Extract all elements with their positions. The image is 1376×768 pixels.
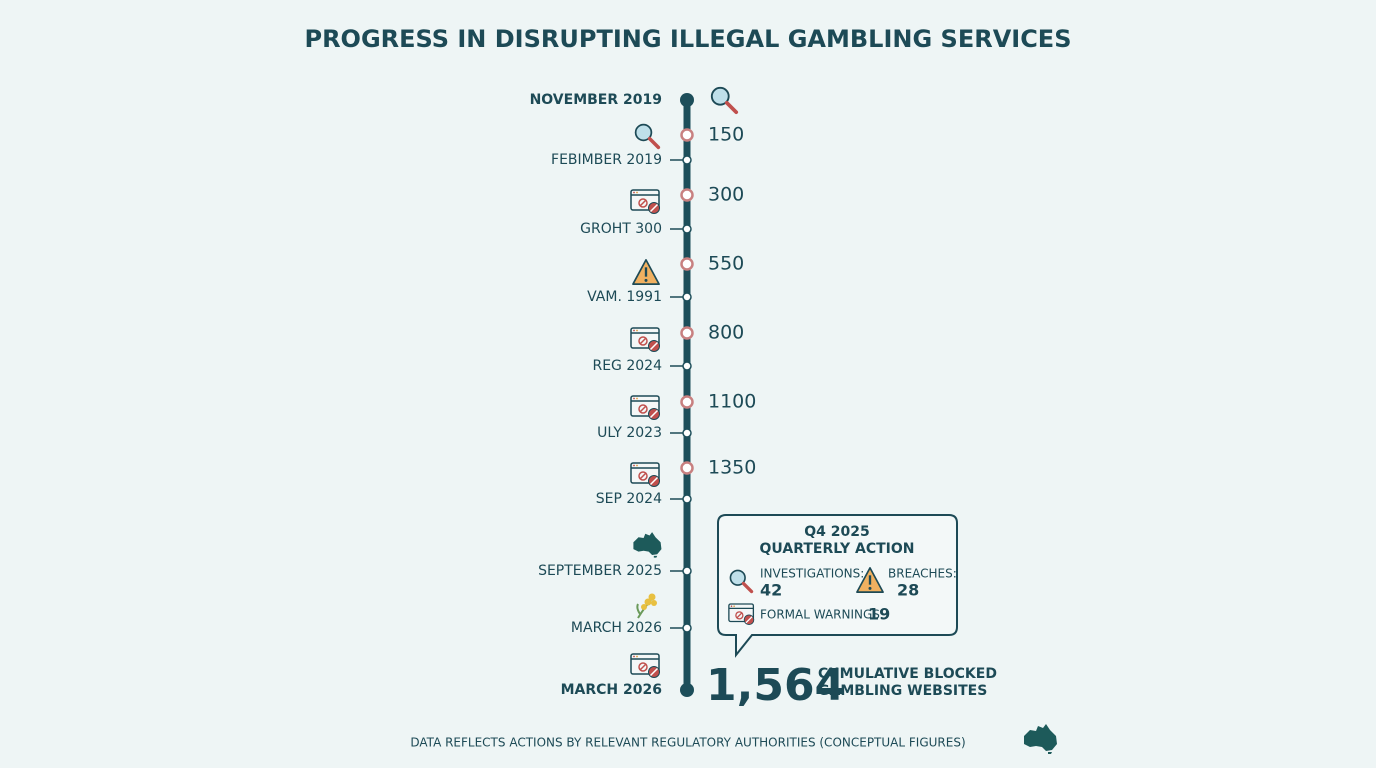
title: PROGRESS IN DISRUPTING ILLEGAL GAMBLING … [304,25,1071,53]
node [682,361,692,371]
item-value: 28 [897,581,919,600]
milestone-node [680,257,694,271]
australia-icon [1024,724,1057,754]
date-label: SEP 2024 [596,491,662,507]
milestone-value: 800 [708,322,744,344]
callout-period: Q4 2025 [804,524,869,540]
blocked-site-icon [630,462,661,488]
date-label: SEPTEMBER 2025 [538,563,662,579]
milestone-value: 300 [708,184,744,206]
callout: Q4 2025 QUARTERLY ACTION INVESTIGATIONS:… [717,514,958,658]
search-icon [633,122,661,150]
date-label: MARCH 2026 [561,682,662,698]
blocked-site-icon [630,395,661,421]
blocked-site-icon [728,603,755,626]
timeline: NOVEMBER 2019 FEBIMBER 2019 GROHT 300 VAM. … [530,92,757,698]
date-label: ULY 2023 [597,425,662,441]
date-label: GROHT 300 [580,221,662,237]
warning-icon [631,258,661,286]
milestone-node [680,461,694,475]
blocked-site-icon [630,327,661,353]
item-value: 42 [760,581,782,600]
item-value: 19 [868,605,890,624]
node [682,428,692,438]
date-label: VAM. 1991 [587,289,662,305]
item-label: BREACHES: [888,567,957,581]
milestone-value: 150 [708,124,744,146]
end-node [680,683,694,697]
milestone-node [680,188,694,202]
total-value: 1,564 [706,660,845,711]
date-label: MARCH 2026 [571,620,662,636]
date-label: REG 2024 [592,358,662,374]
item-label: INVESTIGATIONS: [760,567,864,581]
wattle-icon [636,592,658,619]
date-label: NOVEMBER 2019 [530,92,662,108]
milestone-value: 1100 [708,391,756,413]
node [682,292,692,302]
node [682,623,692,633]
footer: DATA REFLECTS ACTIONS BY RELEVANT REGULA… [410,736,965,750]
milestone-node [680,395,694,409]
blocked-site-icon [630,653,661,679]
end-node [680,93,694,107]
total-caption: CUMULATIVE BLOCKED [818,666,997,682]
search-icon [709,85,739,115]
item-label: FORMAL WARNINGS: [760,608,884,622]
milestone-value: 1350 [708,457,756,479]
node [682,494,692,504]
date-label: FEBIMBER 2019 [551,152,662,168]
callout-box [717,514,958,658]
node [682,566,692,576]
callout-heading: QUARTERLY ACTION [760,541,915,557]
node [682,224,692,234]
milestone-node [680,128,694,142]
blocked-site-icon [630,189,661,215]
node [682,155,692,165]
total-caption: GAMBLING WEBSITES [818,683,987,699]
milestone-node [680,326,694,340]
milestone-value: 550 [708,253,744,275]
australia-icon [633,532,662,558]
